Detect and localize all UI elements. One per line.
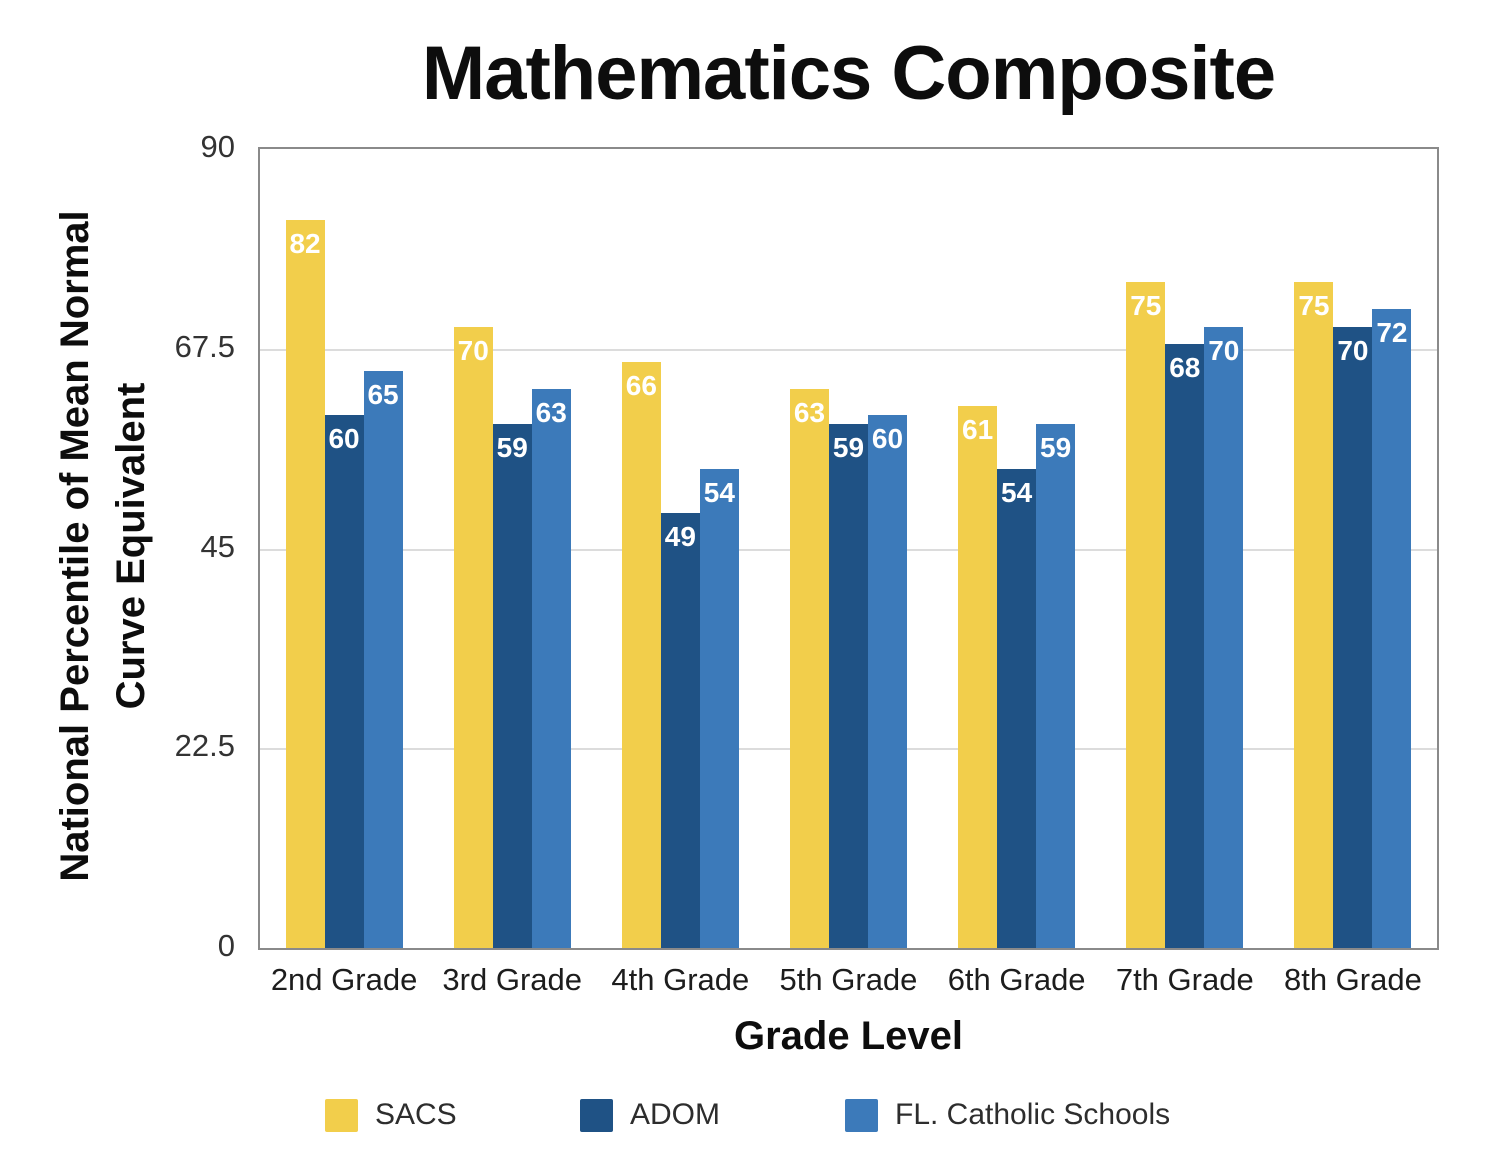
legend-swatch [325, 1098, 358, 1132]
y-tick-label: 45 [200, 528, 235, 564]
gridline [260, 348, 1437, 351]
bar-value-label: 59 [832, 432, 865, 464]
x-tick-label: 8th Grade [1283, 962, 1422, 997]
bar-value-label: 60 [328, 423, 360, 455]
bar-value-label: 49 [664, 521, 696, 552]
chart-title: Mathematics Composite [421, 31, 1276, 116]
bar-sacs: 66 [621, 362, 661, 948]
bar-fl-catholic-schools: 65 [363, 370, 403, 948]
bar-adom: 70 [1333, 326, 1373, 948]
legend-label: FL. Catholic Schools [895, 1098, 1171, 1131]
bar-adom: 54 [997, 468, 1037, 948]
x-tick-label: 2nd Grade [270, 962, 418, 997]
bar-value-label: 66 [625, 370, 657, 402]
bar-value-label: 59 [496, 432, 528, 464]
bar-value-label: 65 [367, 378, 399, 410]
plot-area: 82 60 65 70 59 63 66 49 54 63 59 60 61 54 59 75 68 70 75 70… [258, 147, 1439, 950]
bar-group-4th-grade: 66 49 54 [596, 149, 764, 948]
bar-group-5th-grade: 63 59 60 [764, 149, 932, 948]
bar-value-label: 54 [1001, 476, 1033, 508]
x-tick-label: 3rd Grade [442, 962, 582, 997]
legend-item-sacs: SACS [325, 1098, 457, 1132]
bar-fl-catholic-schools: 72 [1372, 308, 1412, 948]
x-tick-label: 6th Grade [947, 962, 1086, 997]
bar-adom: 68 [1165, 344, 1205, 948]
bar-sacs: 75 [1126, 282, 1166, 948]
x-tick-label: 4th Grade [611, 962, 750, 997]
legend-swatch [845, 1098, 878, 1132]
legend-item-fl-catholic-schools: FL. Catholic Schools [845, 1098, 1170, 1132]
legend-label: ADOM [630, 1098, 720, 1131]
bar-value-label: 75 [1298, 290, 1330, 322]
bar-value-label: 72 [1376, 316, 1408, 348]
legend-label: SACS [375, 1098, 457, 1131]
bar-fl-catholic-schools: 63 [531, 388, 571, 948]
bar-group-8th-grade: 75 70 72 [1269, 149, 1437, 948]
bar-sacs: 61 [958, 406, 998, 948]
legend-item-adom: ADOM [580, 1098, 720, 1132]
bar-value-label: 70 [457, 334, 489, 366]
bar-value-label: 70 [1208, 334, 1240, 366]
x-tick-label: 5th Grade [779, 962, 918, 997]
y-tick-label: 0 [217, 928, 235, 963]
bar-adom: 60 [324, 415, 364, 948]
legend-swatch [580, 1098, 613, 1132]
bar-value-label: 61 [962, 414, 994, 446]
bar-value-label: 60 [871, 423, 904, 455]
bar-sacs: 82 [285, 220, 325, 948]
bar-fl-catholic-schools: 59 [1036, 424, 1076, 948]
y-tick-label: 90 [200, 129, 235, 164]
bar-group-3rd-grade: 70 59 63 [428, 149, 596, 948]
bar-fl-catholic-schools: 60 [867, 415, 907, 948]
bar-fl-catholic-schools: 54 [699, 468, 739, 948]
bar-fl-catholic-schools: 70 [1204, 326, 1244, 948]
bar-adom: 49 [660, 513, 700, 948]
x-axis-title: Grade Level [733, 1014, 963, 1058]
y-tick-label: 67.5 [174, 328, 235, 364]
x-tick-label: 7th Grade [1115, 962, 1254, 997]
bar-value-label: 63 [793, 396, 826, 428]
bar-value-label: 70 [1337, 334, 1369, 366]
bar-group-2nd-grade: 82 60 65 [260, 149, 428, 948]
y-tick-label: 22.5 [174, 728, 235, 764]
bar-group-6th-grade: 61 54 59 [933, 149, 1101, 948]
bar-sacs: 70 [453, 326, 493, 948]
bar-sacs: 75 [1294, 282, 1334, 948]
bar-value-label: 68 [1169, 352, 1201, 384]
bar-value-label: 54 [703, 476, 735, 508]
bar-value-label: 82 [289, 228, 321, 260]
bar-value-label: 75 [1130, 290, 1162, 322]
bar-adom: 59 [492, 424, 532, 948]
bar-sacs: 63 [789, 388, 829, 948]
bar-value-label: 63 [535, 396, 567, 428]
bar-value-label: 59 [1040, 432, 1072, 464]
bar-group-7th-grade: 75 68 70 [1101, 149, 1269, 948]
bar-adom: 59 [828, 424, 868, 948]
